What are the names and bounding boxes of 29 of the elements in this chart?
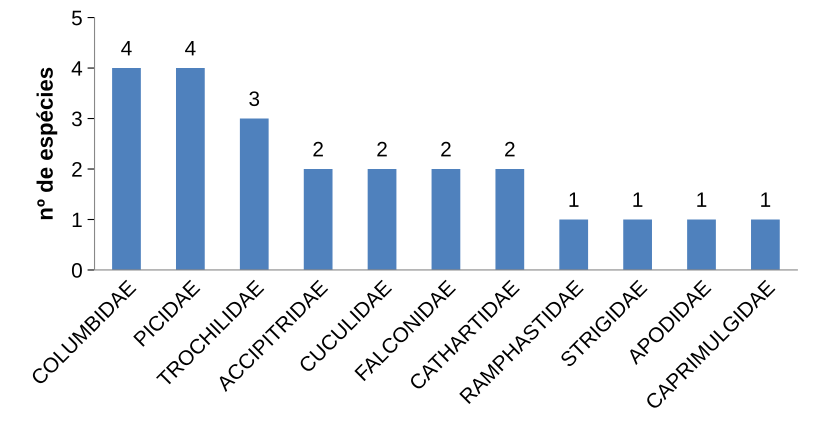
bar (559, 220, 588, 270)
y-tick-label: 2 (72, 162, 82, 177)
data-label: 2 (313, 142, 323, 156)
data-label: 1 (570, 192, 578, 207)
data-label: 4 (121, 41, 132, 56)
y-tick-label: 0 (72, 262, 82, 278)
y-tick-label: 4 (72, 61, 82, 76)
bar (432, 169, 460, 270)
bar (304, 169, 333, 270)
data-label: 2 (377, 142, 387, 156)
y-tick-label: 1 (72, 212, 82, 228)
y-tick-label: 5 (72, 10, 82, 26)
data-label: 1 (761, 192, 770, 207)
data-label: 1 (633, 192, 642, 207)
data-label: 4 (185, 41, 196, 56)
data-label: 1 (697, 192, 706, 207)
data-label: 2 (505, 142, 515, 156)
y-tick-label: 3 (72, 112, 82, 126)
y-axis-title: nº de espécies (36, 68, 58, 220)
bar (751, 220, 780, 270)
data-label: 3 (249, 91, 260, 106)
bar (112, 68, 141, 270)
data-label: 2 (441, 142, 451, 156)
bar (240, 118, 269, 270)
bar (495, 169, 524, 270)
bar (623, 220, 652, 270)
bar (176, 68, 205, 270)
bar (687, 220, 716, 270)
bar (368, 169, 396, 270)
